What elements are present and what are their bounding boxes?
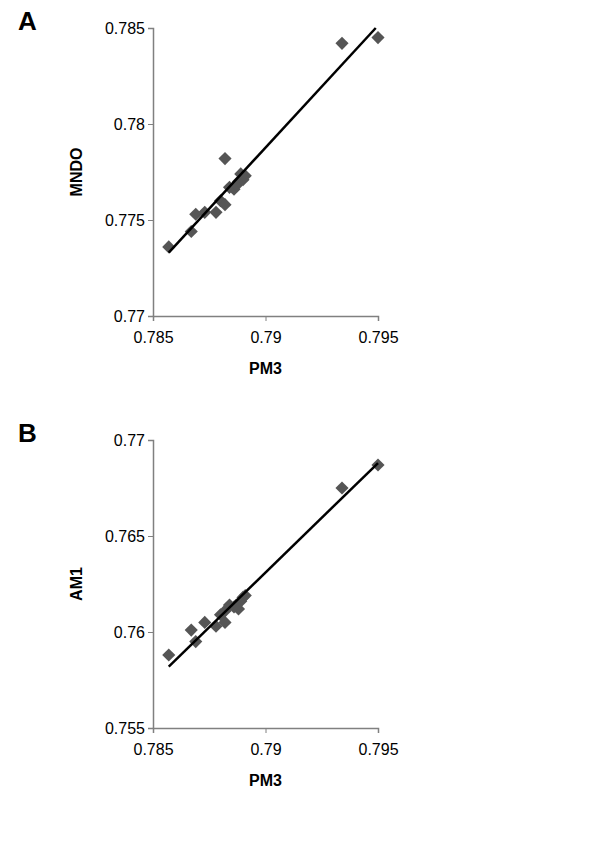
y-tick-label: 0.785 (105, 20, 145, 37)
plot-area (162, 458, 384, 666)
y-tick: 0.775 (105, 212, 153, 229)
y-axis: 0.755 0.76 0.765 0.77 (105, 432, 154, 737)
y-axis-line (148, 441, 154, 729)
y-tick-mark (148, 440, 153, 441)
point (162, 648, 175, 661)
x-tick-label: 0.795 (358, 741, 398, 758)
y-axis-title: MNDO (68, 148, 85, 197)
x-tick: 0.79 (250, 316, 281, 346)
y-tick-mark (148, 632, 153, 633)
point (218, 152, 231, 165)
y-tick-label: 0.755 (105, 720, 145, 737)
x-axis-line (154, 317, 379, 322)
y-tick-mark (148, 316, 153, 317)
panel: 0.785 0.79 0.795 0.755 0.76 0.765 0.77 PM3 AM1 B (18, 418, 399, 789)
trend-line (169, 463, 378, 667)
x-axis-line (154, 729, 379, 734)
x-tick-mark (378, 316, 379, 321)
panel-title: A (18, 6, 37, 36)
point (185, 624, 198, 637)
y-tick-label: 0.77 (114, 432, 145, 449)
y-tick: 0.76 (114, 624, 153, 641)
panel-title: B (18, 418, 37, 448)
y-tick: 0.77 (114, 432, 153, 449)
x-tick-label: 0.79 (250, 741, 281, 758)
x-axis: 0.785 0.79 0.795 (133, 728, 398, 758)
x-tick-label: 0.795 (358, 329, 398, 346)
plot-area (162, 28, 384, 253)
x-tick-mark (266, 728, 267, 733)
x-axis-title: PM3 (249, 360, 282, 377)
y-tick-mark (148, 220, 153, 221)
y-tick-label: 0.765 (105, 528, 145, 545)
y-tick: 0.755 (105, 720, 153, 737)
y-tick-mark (148, 536, 153, 537)
y-tick-mark (148, 124, 153, 125)
y-tick-label: 0.76 (114, 624, 145, 641)
x-tick: 0.795 (358, 316, 398, 346)
x-tick-label: 0.785 (133, 329, 173, 346)
x-tick-label: 0.785 (133, 741, 173, 758)
point (371, 31, 384, 44)
trend-line (169, 28, 376, 253)
point (335, 37, 348, 50)
y-tick-label: 0.77 (114, 308, 145, 325)
y-axis-title: AM1 (68, 567, 85, 601)
point (371, 458, 384, 471)
y-axis: 0.77 0.775 0.78 0.785 (105, 20, 154, 325)
y-tick: 0.765 (105, 528, 153, 545)
y-tick: 0.77 (114, 308, 153, 325)
y-tick-mark (148, 728, 153, 729)
y-tick-label: 0.78 (114, 116, 145, 133)
x-tick: 0.795 (358, 728, 398, 758)
figure: 0.785 0.79 0.795 0.77 0.775 0.78 0.785 PM3 MNDO A… (0, 0, 600, 861)
point (218, 198, 231, 211)
y-tick: 0.785 (105, 20, 153, 37)
y-tick-label: 0.775 (105, 212, 145, 229)
panel: 0.785 0.79 0.795 0.77 0.775 0.78 0.785 PM3 MNDO A (18, 6, 399, 377)
y-tick: 0.78 (114, 116, 153, 133)
x-tick: 0.79 (250, 728, 281, 758)
x-axis-title: PM3 (249, 772, 282, 789)
x-tick-label: 0.79 (250, 329, 281, 346)
y-tick-mark (148, 28, 153, 29)
x-tick-mark (378, 728, 379, 733)
y-axis-line (148, 29, 154, 317)
x-axis: 0.785 0.79 0.795 (133, 316, 398, 346)
x-tick-mark (266, 316, 267, 321)
